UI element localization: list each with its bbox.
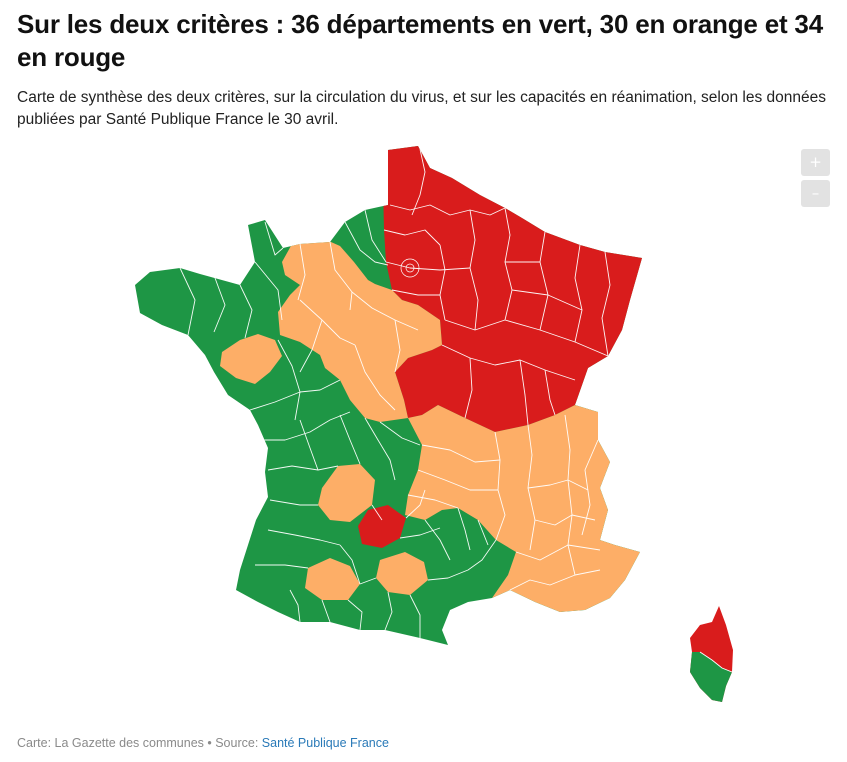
region-red-northeast[interactable] — [382, 140, 660, 432]
region-orange-loire-atlantique[interactable] — [220, 334, 282, 384]
corsica[interactable] — [680, 600, 740, 710]
zoom-in-button[interactable]: + — [801, 149, 830, 176]
source-link[interactable]: Santé Publique France — [261, 736, 389, 750]
france-departments-map[interactable] — [0, 138, 847, 728]
paris-inner-departments — [400, 258, 420, 278]
department-borders — [179, 146, 611, 638]
zoom-out-button[interactable]: – — [801, 180, 830, 207]
region-orange-center[interactable] — [278, 238, 442, 422]
map-footer: Carte: La Gazette des communes • Source:… — [17, 736, 389, 750]
region-red-lot[interactable] — [358, 505, 406, 548]
chart-subtitle: Carte de synthèse des deux critères, sur… — [17, 89, 827, 128]
region-orange-tarn[interactable] — [376, 552, 428, 595]
credit-text: Carte: La Gazette des communes • Source: — [17, 736, 262, 750]
chart-title: Sur les deux critères : 36 départements … — [17, 9, 823, 72]
region-orange-haute-vienne[interactable] — [318, 464, 375, 522]
region-orange-gers[interactable] — [305, 558, 360, 600]
